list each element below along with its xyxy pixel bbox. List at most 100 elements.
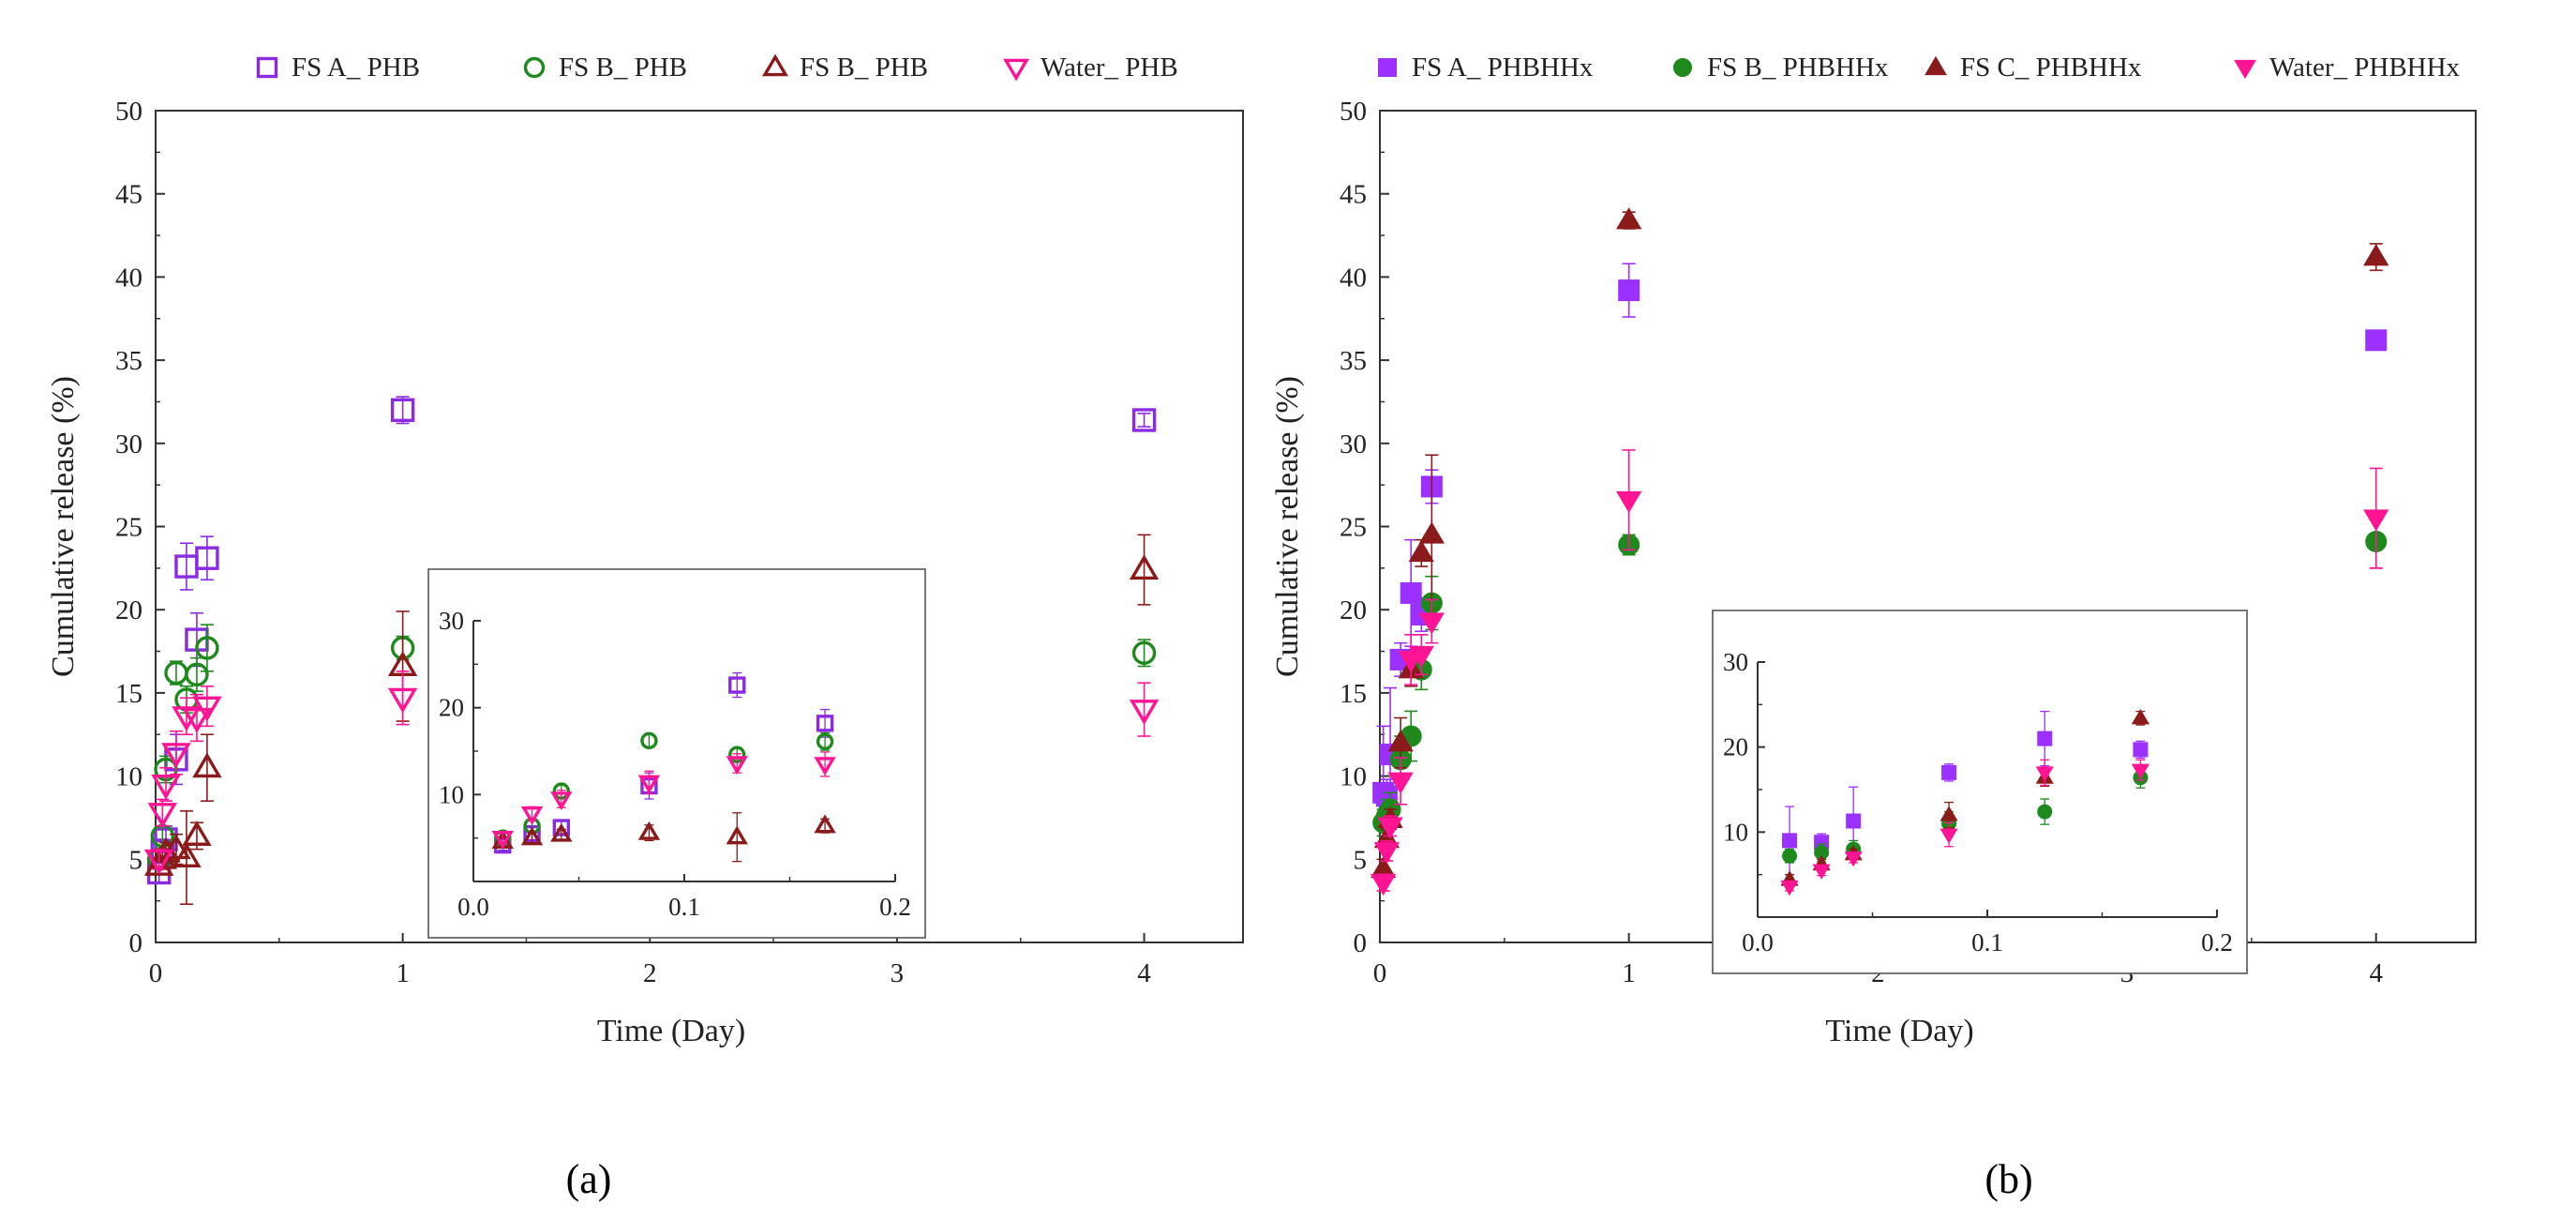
- data-point: [1408, 539, 1434, 563]
- data-point: [1387, 772, 1414, 794]
- data-point: [195, 546, 219, 570]
- x-axis-title: Time (Day): [597, 1014, 745, 1048]
- y-tick-label: 0: [129, 928, 143, 958]
- inset-y-tick-label: 10: [1723, 818, 1748, 846]
- data-point: [182, 821, 212, 846]
- y-tick-label: 40: [115, 263, 142, 293]
- series-water_phbhhx: [1370, 449, 2389, 896]
- inset-data-point: [726, 825, 748, 845]
- inset-y-tick-label: 30: [439, 607, 464, 635]
- data-point: [1129, 700, 1160, 725]
- data-point: [1408, 645, 1434, 669]
- inset-series-fsa_phbhhx: [1782, 710, 2149, 876]
- data-point: [2363, 509, 2389, 532]
- data-point: [390, 398, 415, 423]
- inset-series-water_phbhhx: [1780, 759, 2149, 896]
- inset-data-point: [814, 814, 836, 834]
- data-point: [1129, 554, 1160, 580]
- data-point: [1400, 581, 1422, 604]
- inset-data-point: [1782, 848, 1798, 864]
- y-tick-label: 20: [115, 595, 142, 625]
- data-point: [1387, 730, 1414, 752]
- x-tick-label: 1: [396, 958, 410, 988]
- y-tick-label: 10: [115, 762, 142, 792]
- x-tick-label: 0: [1373, 958, 1387, 988]
- data-point: [147, 803, 178, 828]
- x-axis-title: Time (Day): [1825, 1014, 1973, 1048]
- inset-data-point: [726, 756, 748, 776]
- x-tick-label: 0: [149, 958, 163, 988]
- y-axis-title: Cumulative release (%): [1270, 376, 1305, 677]
- data-point: [387, 687, 418, 714]
- legend-label: FS C_ PHBHHx: [1960, 53, 2142, 83]
- legend-marker: [1003, 58, 1029, 82]
- inset-chart: 10 20 30 0.0 0.1 0.2: [1712, 610, 2248, 974]
- inset-data-point: [2133, 742, 2149, 758]
- data-point: [1418, 612, 1445, 635]
- series-water_phb: [143, 670, 1160, 875]
- inset-y-tick-label: 20: [1723, 733, 1748, 761]
- legend-label: Water_ PHBHHx: [2269, 53, 2461, 83]
- inset-x-tick-label: 0.2: [879, 893, 911, 921]
- y-tick-label: 30: [115, 429, 142, 459]
- inset-data-point: [814, 757, 836, 776]
- y-tick-label: 35: [1340, 346, 1367, 376]
- data-point: [1616, 490, 1642, 514]
- data-point: [161, 743, 191, 769]
- inset-data-point: [1782, 833, 1798, 849]
- data-point: [1370, 873, 1397, 896]
- data-point: [192, 696, 222, 722]
- data-point: [1618, 279, 1640, 302]
- data-point: [161, 834, 191, 860]
- y-tick-label: 45: [1340, 180, 1367, 210]
- x-tick-label: 4: [1137, 958, 1151, 988]
- y-tick-label: 50: [115, 97, 142, 127]
- y-tick-label: 50: [1340, 97, 1367, 127]
- legend-label: Water_ PHB: [1041, 53, 1178, 83]
- x-tick-label: 4: [2369, 958, 2383, 988]
- inset-data-point: [1941, 764, 1957, 780]
- inset-x-tick-label: 0.0: [457, 893, 489, 921]
- legend-marker: [2234, 59, 2256, 80]
- panel-a-label: (a): [566, 1156, 612, 1202]
- y-tick-label: 5: [1354, 845, 1368, 875]
- inset-data-point: [1939, 828, 1958, 844]
- inset-y-tick-label: 30: [1723, 648, 1748, 676]
- y-tick-label: 25: [1340, 513, 1367, 543]
- data-point: [182, 708, 212, 733]
- inset-data-point: [2037, 804, 2053, 820]
- data-point: [2363, 244, 2389, 266]
- data-point: [1373, 842, 1400, 865]
- legend-marker: [523, 56, 546, 79]
- data-point: [1616, 207, 1642, 230]
- inset-y-tick-label: 10: [439, 780, 464, 808]
- y-tick-label: 15: [115, 679, 142, 709]
- y-tick-label: 25: [115, 513, 142, 543]
- y-tick-label: 15: [1340, 679, 1367, 709]
- x-tick-label: 2: [643, 958, 657, 988]
- y-tick-label: 30: [1340, 429, 1367, 459]
- inset-y-tick-label: 20: [439, 694, 464, 722]
- inset-data-point: [2131, 709, 2149, 725]
- data-point: [151, 774, 181, 800]
- legend-marker: [762, 53, 788, 77]
- inset-data-point: [2037, 730, 2053, 746]
- y-tick-label: 20: [1340, 595, 1367, 625]
- y-axis-title: Cumulative release (%): [46, 376, 81, 677]
- data-point: [195, 636, 219, 660]
- inset-x-tick-label: 0.2: [2201, 928, 2233, 956]
- data-point: [172, 706, 202, 732]
- inset-data-point: [1812, 864, 1831, 880]
- inset-data-point: [2131, 763, 2149, 779]
- inset-box: [427, 568, 926, 939]
- y-tick-label: 45: [115, 180, 142, 210]
- inset-x-tick-label: 0.1: [1971, 928, 2003, 956]
- inset-data-point: [728, 676, 746, 694]
- legend-marker: [1925, 55, 1947, 76]
- inset-data-point: [816, 715, 834, 732]
- data-point: [192, 752, 222, 778]
- data-point: [172, 842, 202, 868]
- legend-label: FS A_ PHBHHx: [1412, 53, 1594, 83]
